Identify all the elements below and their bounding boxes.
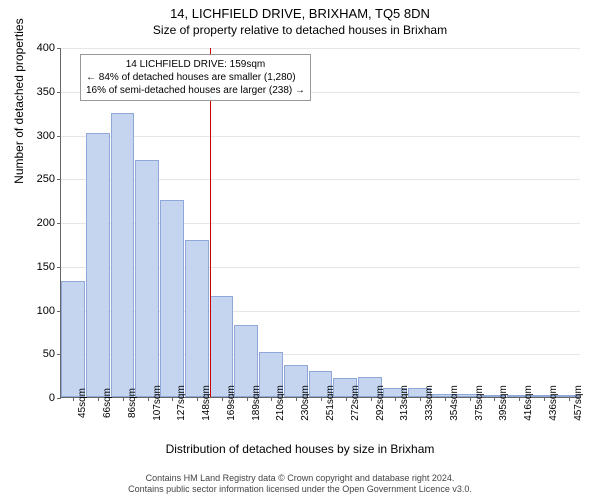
ytick-label: 250 (37, 173, 55, 185)
histogram-bar (86, 133, 110, 397)
xtick-label: 416sqm (523, 385, 534, 421)
xtick-label: 333sqm (424, 385, 435, 421)
x-axis-label: Distribution of detached houses by size … (0, 442, 600, 456)
credits-line2: Contains public sector information licen… (0, 484, 600, 496)
xtick-mark (371, 397, 372, 401)
gridline (61, 48, 580, 49)
xtick-mark (346, 397, 347, 401)
y-axis-label: Number of detached properties (12, 18, 26, 183)
xtick-mark (98, 397, 99, 401)
ytick-mark (57, 48, 61, 49)
xtick-mark (519, 397, 520, 401)
ytick-label: 300 (37, 130, 55, 142)
ytick-mark (57, 179, 61, 180)
histogram-bar (160, 200, 184, 397)
xtick-label: 354sqm (449, 385, 460, 421)
credits-line1: Contains HM Land Registry data © Crown c… (0, 473, 600, 485)
ytick-label: 0 (49, 392, 55, 404)
histogram-bar (185, 240, 209, 398)
xtick-mark (470, 397, 471, 401)
ytick-label: 400 (37, 42, 55, 54)
ytick-label: 150 (37, 261, 55, 273)
xtick-label: 436sqm (548, 385, 559, 421)
annotation-line1: 14 LICHFIELD DRIVE: 159sqm (86, 58, 305, 71)
xtick-mark (271, 397, 272, 401)
ytick-label: 350 (37, 86, 55, 98)
chart-area: 05010015020025030035040045sqm66sqm86sqm1… (60, 48, 580, 398)
histogram-bar (61, 281, 85, 397)
page-title: 14, LICHFIELD DRIVE, BRIXHAM, TQ5 8DN (0, 0, 600, 21)
xtick-mark (73, 397, 74, 401)
xtick-mark (544, 397, 545, 401)
xtick-mark (222, 397, 223, 401)
ytick-label: 100 (37, 305, 55, 317)
ytick-mark (57, 267, 61, 268)
ytick-mark (57, 398, 61, 399)
gridline (61, 136, 580, 137)
page-subtitle: Size of property relative to detached ho… (0, 21, 600, 37)
xtick-mark (445, 397, 446, 401)
xtick-label: 395sqm (498, 385, 509, 421)
ytick-mark (57, 223, 61, 224)
annotation-box: 14 LICHFIELD DRIVE: 159sqm ← 84% of deta… (80, 54, 311, 101)
xtick-mark (247, 397, 248, 401)
xtick-mark (172, 397, 173, 401)
ytick-mark (57, 136, 61, 137)
xtick-mark (148, 397, 149, 401)
histogram-bar (111, 113, 135, 397)
xtick-mark (420, 397, 421, 401)
histogram-bar (135, 160, 159, 397)
xtick-mark (296, 397, 297, 401)
ytick-mark (57, 92, 61, 93)
xtick-label: 375sqm (474, 385, 485, 421)
xtick-mark (197, 397, 198, 401)
annotation-line2: ← 84% of detached houses are smaller (1,… (86, 71, 305, 84)
credits: Contains HM Land Registry data © Crown c… (0, 473, 600, 496)
xtick-mark (395, 397, 396, 401)
ytick-label: 200 (37, 217, 55, 229)
xtick-label: 457sqm (573, 385, 584, 421)
annotation-line3: 16% of semi-detached houses are larger (… (86, 84, 305, 97)
xtick-mark (321, 397, 322, 401)
xtick-mark (123, 397, 124, 401)
xtick-mark (494, 397, 495, 401)
xtick-mark (569, 397, 570, 401)
ytick-label: 50 (43, 348, 55, 360)
histogram-bar (210, 296, 234, 397)
